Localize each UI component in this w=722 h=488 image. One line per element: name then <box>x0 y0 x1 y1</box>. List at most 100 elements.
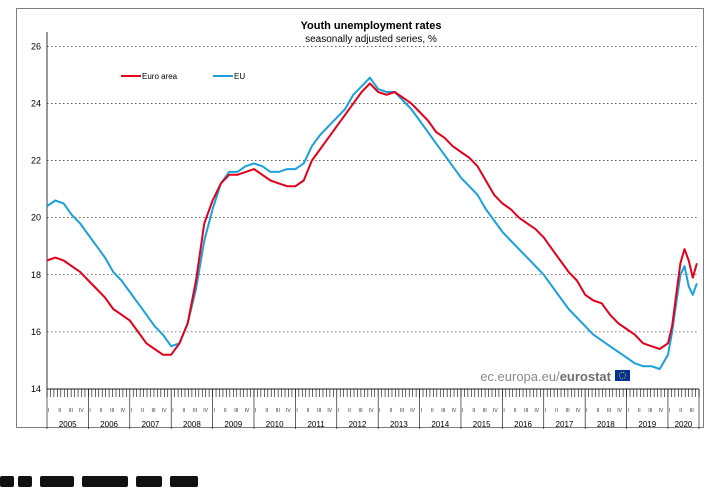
x-quarter-label: IV <box>617 408 622 414</box>
y-tick-label: 20 <box>31 213 41 223</box>
x-quarter-label: III <box>648 408 652 414</box>
x-year-label: 2008 <box>183 420 201 429</box>
y-tick-label: 16 <box>31 327 41 337</box>
x-quarter-label: III <box>524 408 528 414</box>
eu-flag-icon <box>615 370 630 381</box>
x-quarter-label: II <box>514 408 517 414</box>
legend-label: Euro area <box>142 72 178 81</box>
x-quarter-label: II <box>183 408 186 414</box>
x-quarter-label: IV <box>369 408 374 414</box>
x-quarter-label: I <box>669 408 670 414</box>
series-lines <box>46 76 698 370</box>
x-quarter-label: I <box>586 408 587 414</box>
x-quarter-label: III <box>483 408 487 414</box>
x-quarter-label: I <box>421 408 422 414</box>
x-quarter-label: II <box>597 408 600 414</box>
x-quarter-label: II <box>224 408 227 414</box>
watermark-brand: eurostat <box>560 369 612 384</box>
x-quarter-label: I <box>131 408 132 414</box>
chart-subtitle: seasonally adjusted series, % <box>305 34 437 45</box>
eurostat-watermark: ec.europa.eu/eurostat <box>480 369 630 384</box>
x-quarter-label: IV <box>203 408 208 414</box>
series-line-euro-area <box>46 82 698 356</box>
x-quarter-label: II <box>431 408 434 414</box>
x-quarter-label: I <box>628 408 629 414</box>
x-quarter-label: I <box>214 408 215 414</box>
x-quarter-label: I <box>503 408 504 414</box>
x-quarter-label: I <box>379 408 380 414</box>
x-quarter-label: IV <box>327 408 332 414</box>
x-quarter-label: II <box>390 408 393 414</box>
series-line-eu <box>46 76 698 370</box>
x-quarter-label: III <box>441 408 445 414</box>
x-quarter-label: II <box>638 408 641 414</box>
legend: Euro area EU <box>121 72 245 81</box>
y-tick-label: 24 <box>31 98 41 108</box>
x-year-label: 2009 <box>224 420 242 429</box>
x-year-label: 2014 <box>431 420 449 429</box>
x-year-label: 2006 <box>100 420 118 429</box>
x-quarter-label: II <box>265 408 268 414</box>
y-tick-label: 14 <box>31 384 41 394</box>
chart-title: Youth unemployment rates <box>301 20 442 32</box>
x-quarter-label: II <box>141 408 144 414</box>
x-quarter-label: IV <box>286 408 291 414</box>
x-year-label: 2019 <box>638 420 656 429</box>
x-year-label: 2017 <box>556 420 574 429</box>
x-quarter-label: III <box>358 408 362 414</box>
y-axis: 14 16 18 20 22 24 26 <box>31 32 48 394</box>
x-quarter-label: III <box>151 408 155 414</box>
x-quarter-label: IV <box>120 408 125 414</box>
x-quarter-label: II <box>100 408 103 414</box>
x-quarter-label: III <box>565 408 569 414</box>
x-quarter-label: I <box>255 408 256 414</box>
watermark-text: ec.europa.eu/eurostat <box>480 369 611 384</box>
x-quarter-label: II <box>555 408 558 414</box>
x-quarter-label: IV <box>410 408 415 414</box>
x-year-label: 2015 <box>473 420 491 429</box>
x-quarter-label: IV <box>452 408 457 414</box>
x-quarter-label: II <box>679 408 682 414</box>
x-year-label: 2020 <box>675 420 693 429</box>
x-quarter-label: IV <box>493 408 498 414</box>
y-tick-label: 26 <box>31 41 41 51</box>
x-year-label: 2011 <box>307 420 325 429</box>
x-quarter-label: II <box>307 408 310 414</box>
gridlines <box>47 45 699 390</box>
cropped-caption-fragment <box>0 470 722 488</box>
x-quarter-label: I <box>296 408 297 414</box>
legend-label: EU <box>234 72 245 81</box>
x-year-label: 2005 <box>59 420 77 429</box>
watermark-domain: ec.europa.eu/ <box>480 369 560 384</box>
x-quarter-label: IV <box>79 408 84 414</box>
x-quarter-label: IV <box>659 408 664 414</box>
x-quarter-label: I <box>172 408 173 414</box>
x-quarter-label: IV <box>576 408 581 414</box>
x-quarter-label: III <box>690 408 694 414</box>
x-year-label: 2018 <box>597 420 615 429</box>
x-quarter-label: III <box>400 408 404 414</box>
x-quarter-label: IV <box>162 408 167 414</box>
x-quarter-label: I <box>338 408 339 414</box>
x-quarter-label: III <box>193 408 197 414</box>
x-year-label: 2007 <box>142 420 160 429</box>
y-tick-label: 18 <box>31 270 41 280</box>
y-tick-label: 22 <box>31 156 41 166</box>
x-quarter-label: IV <box>245 408 250 414</box>
line-chart: Youth unemployment rates seasonally adju… <box>31 20 700 429</box>
x-quarter-label: III <box>607 408 611 414</box>
x-quarter-label: I <box>462 408 463 414</box>
x-quarter-label: I <box>89 408 90 414</box>
x-quarter-label: II <box>58 408 61 414</box>
x-quarter-label: IV <box>534 408 539 414</box>
x-quarter-label: II <box>348 408 351 414</box>
x-year-label: 2012 <box>349 420 367 429</box>
x-quarter-label: III <box>110 408 114 414</box>
x-quarter-label: II <box>472 408 475 414</box>
x-quarter-label: III <box>234 408 238 414</box>
x-quarter-label: I <box>545 408 546 414</box>
x-quarter-label: I <box>48 408 49 414</box>
chart-frame: Youth unemployment rates seasonally adju… <box>16 8 704 429</box>
x-quarter-label: III <box>317 408 321 414</box>
